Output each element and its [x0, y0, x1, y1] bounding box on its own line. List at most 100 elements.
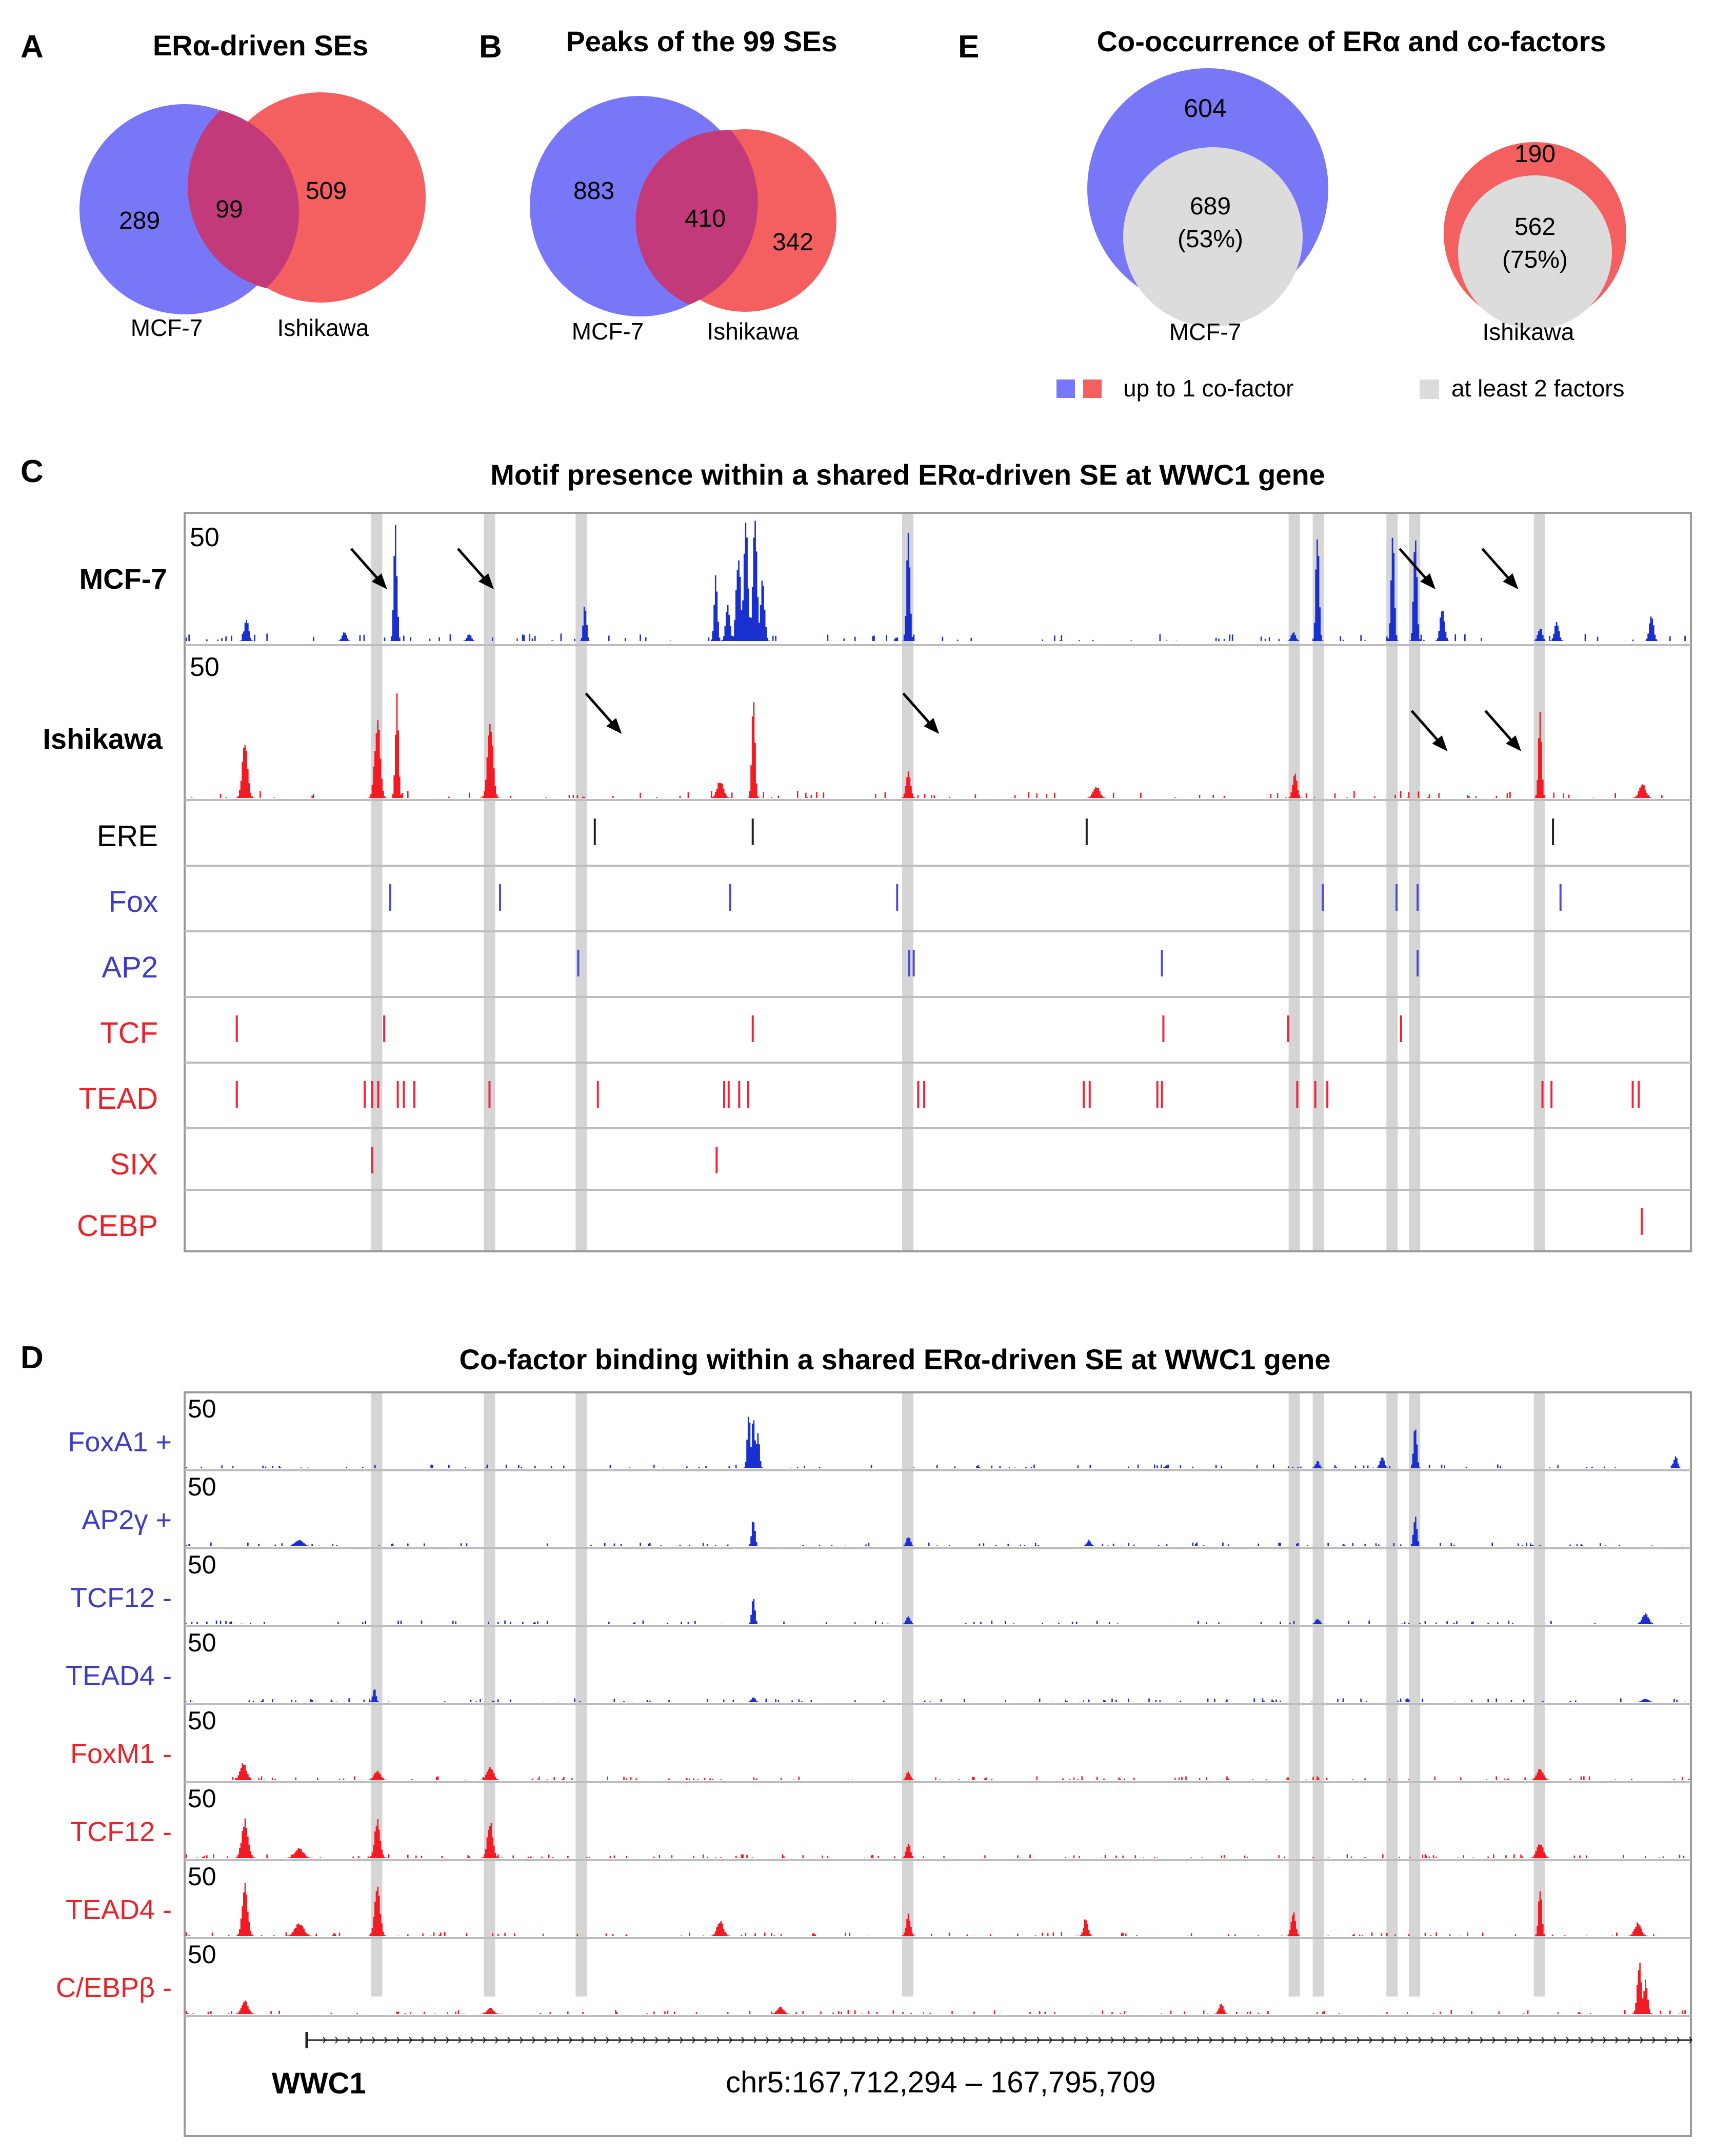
intron-arrow — [569, 2037, 573, 2044]
intron-arrow — [864, 2037, 868, 2044]
venn-b-overlap — [635, 130, 758, 305]
intron-arrow — [1492, 2037, 1496, 2044]
intron-arrow — [556, 2037, 561, 2044]
intron-arrow — [1000, 2037, 1004, 2044]
gene-model-wwc1 — [305, 2032, 1693, 2048]
signal-track-tcf12-blue — [186, 1599, 1691, 1624]
intron-arrow — [729, 2037, 733, 2044]
arrow — [585, 692, 622, 734]
intron-arrow — [692, 2037, 696, 2044]
intron-arrow — [790, 2037, 794, 2044]
panel-a-title: ERα-driven SEs — [153, 29, 368, 62]
scale-label-cebpb: 50 — [188, 1940, 216, 1969]
intron-arrow — [630, 2037, 634, 2044]
legend-up-to-one: up to 1 co-factor — [1123, 375, 1293, 402]
intron-arrow — [901, 2037, 905, 2044]
venn-a-left-count: 289 — [119, 207, 160, 234]
scale-label-tead4-red: 50 — [188, 1862, 216, 1891]
venn-a-right-label: Ishikawa — [277, 314, 369, 341]
intron-arrow — [1640, 2037, 1644, 2044]
intron-arrow — [1258, 2037, 1262, 2044]
intron-arrow — [1590, 2037, 1594, 2044]
intron-arrow — [1147, 2037, 1151, 2044]
highlight-band — [1533, 1393, 1545, 1997]
venn-b-right-count: 342 — [772, 229, 813, 256]
gene-name: WWC1 — [272, 2067, 366, 2100]
panel-d-row-dividers — [185, 1469, 1691, 2017]
panel-a: A ERα-driven SEs 289 99 509 MCF-7 Ishika… — [21, 29, 426, 341]
intron-arrow — [1160, 2037, 1164, 2044]
scale-label-foxm1: 50 — [188, 1706, 216, 1735]
panel-e-letter: E — [958, 29, 979, 65]
intron-arrow — [1677, 2037, 1681, 2044]
motif-label-ap2: AP2 — [102, 951, 158, 984]
signal-track-tead4-blue — [186, 1689, 1691, 1702]
highlight-band — [1533, 514, 1545, 1250]
intron-arrow — [803, 2037, 807, 2044]
intron-arrow — [1603, 2037, 1607, 2044]
panel-d-frame — [184, 1391, 1692, 2137]
intron-arrow — [741, 2037, 745, 2044]
scale-label-ishikawa: 50 — [190, 652, 220, 682]
ishikawa-label: Ishikawa — [1483, 318, 1574, 345]
intron-arrow — [1073, 2037, 1078, 2044]
genomic-coordinates: chr5:167,712,294 – 167,795,709 — [726, 2066, 1156, 2099]
signal-track-foxm1 — [186, 1763, 1691, 1780]
intron-arrow — [1504, 2037, 1508, 2044]
highlight-band — [1288, 514, 1300, 1250]
motif-label-cebp: CEBP — [77, 1209, 158, 1243]
intron-arrow — [1443, 2037, 1447, 2044]
intron-arrow — [1418, 2037, 1422, 2044]
highlight-band — [484, 514, 495, 1250]
track-label-ishikawa: Ishikawa — [43, 723, 163, 755]
panel-e-title: Co-occurrence of ERα and co-factors — [1097, 25, 1606, 57]
intron-arrow — [704, 2037, 708, 2044]
intron-arrow — [852, 2037, 856, 2044]
intron-arrow — [1221, 2037, 1225, 2044]
legend-swatch-gray — [1420, 380, 1439, 399]
intron-arrow — [1652, 2037, 1656, 2044]
scale-label-tcf12-blue: 50 — [188, 1550, 216, 1579]
highlight-band — [484, 1393, 495, 1997]
highlight-band — [575, 514, 587, 1250]
legend-swatch-red — [1083, 380, 1102, 398]
track-label-foxa1: FoxA1 + — [68, 1427, 172, 1458]
venn-a-left-label: MCF-7 — [131, 314, 203, 341]
ishikawa-inner-circle — [1458, 175, 1612, 329]
signal-track-foxa1 — [186, 1416, 1691, 1468]
legend-swatch-blue — [1056, 380, 1075, 398]
legend-at-least-two: at least 2 factors — [1451, 375, 1625, 402]
highlight-band — [371, 514, 383, 1250]
intron-arrow — [1566, 2037, 1570, 2044]
intron-arrow — [1369, 2037, 1373, 2044]
panel-c-row-dividers — [185, 644, 1691, 1191]
intron-arrow — [1246, 2037, 1250, 2044]
arrow — [1484, 710, 1522, 751]
intron-arrow — [409, 2037, 413, 2044]
mcf7-outer-count: 604 — [1184, 94, 1226, 123]
highlight-band — [1409, 514, 1421, 1250]
panel-e: E Co-occurrence of ERα and co-factors 60… — [958, 25, 1626, 402]
motif-label-fox: Fox — [108, 885, 158, 919]
intron-arrow — [1295, 2037, 1299, 2044]
arrow — [1410, 710, 1448, 751]
track-label-tcf12-red: TCF12 - — [70, 1816, 172, 1847]
intron-arrow — [1615, 2037, 1619, 2044]
venn-b-overlap-count: 410 — [685, 205, 726, 232]
signal-track-ap2g — [186, 1516, 1691, 1546]
highlight-band — [1312, 514, 1324, 1250]
arrow — [457, 548, 494, 589]
intron-arrow — [975, 2037, 979, 2044]
panel-d-highlight-bands — [371, 1393, 1545, 1997]
arrow — [1481, 548, 1519, 589]
scale-label-foxa1: 50 — [188, 1394, 216, 1423]
track-label-foxm1: FoxM1 - — [70, 1739, 172, 1769]
intron-arrow — [1406, 2037, 1410, 2044]
intron-arrow — [667, 2037, 671, 2044]
intron-arrow — [1196, 2037, 1201, 2044]
intron-arrow — [618, 2037, 622, 2044]
highlight-band — [1386, 1393, 1398, 1997]
intron-arrow — [1307, 2037, 1311, 2044]
highlight-band — [575, 1393, 587, 1997]
intron-arrow — [1184, 2037, 1188, 2044]
